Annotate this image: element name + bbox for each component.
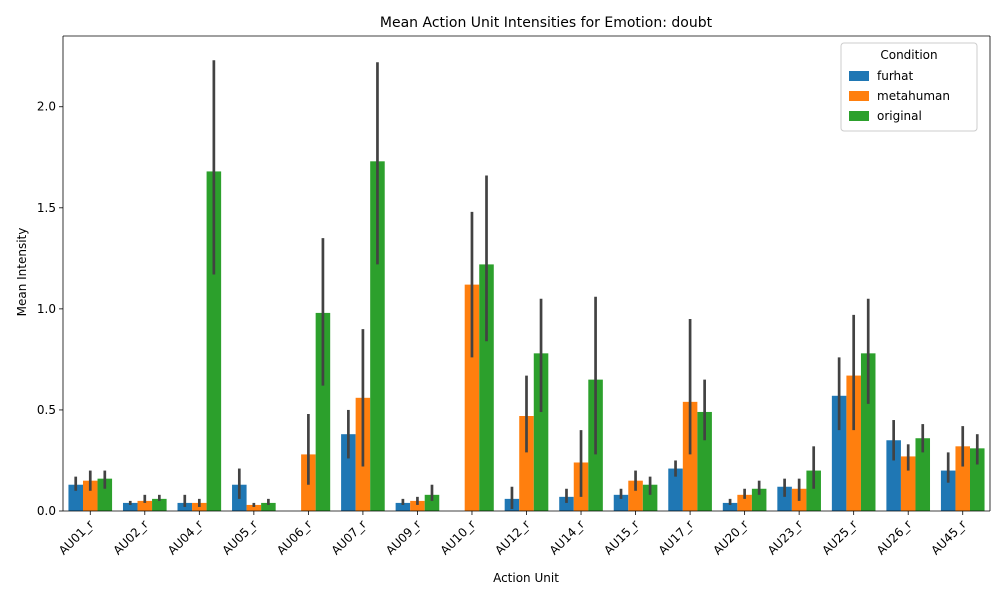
bars-layer	[68, 161, 985, 511]
bar	[668, 468, 683, 511]
x-tick-label: AU01_r	[56, 517, 96, 557]
y-axis-label: Mean Intensity	[15, 228, 29, 317]
x-axis-label: Action Unit	[493, 571, 559, 585]
bar	[722, 502, 738, 511]
y-tick-label: 0.5	[37, 403, 56, 417]
x-tick-label: AU05_r	[220, 517, 260, 557]
x-tick-label: AU17_r	[656, 517, 696, 557]
x-tick-label: AU26_r	[874, 517, 914, 557]
y-tick-label: 0.0	[37, 504, 56, 518]
y-tick-label: 1.0	[37, 302, 56, 316]
legend-swatch	[849, 111, 869, 121]
bar	[315, 312, 331, 511]
bar	[246, 504, 262, 511]
bar	[370, 161, 385, 511]
bar	[410, 500, 425, 511]
bar	[970, 448, 985, 511]
x-tick-label: AU06_r	[274, 517, 314, 557]
bar	[613, 494, 629, 511]
bar	[682, 401, 698, 511]
bar	[886, 440, 901, 511]
bar	[642, 484, 658, 511]
legend-label: original	[877, 109, 922, 123]
legend-title: Condition	[880, 48, 937, 62]
bar	[777, 486, 792, 511]
bar	[479, 264, 494, 511]
legend-label: metahuman	[877, 89, 950, 103]
error-bars-layer	[74, 60, 979, 509]
legend-swatch	[849, 71, 869, 81]
bar	[206, 171, 222, 511]
bar	[82, 480, 98, 511]
bar	[940, 470, 956, 511]
bar	[341, 434, 356, 511]
bar	[955, 446, 971, 511]
legend-label: furhat	[877, 69, 914, 83]
bar	[751, 488, 767, 511]
x-tick-label: AU07_r	[329, 517, 369, 557]
x-tick-label: AU15_r	[601, 517, 641, 557]
y-tick-label: 1.5	[37, 201, 56, 215]
bar	[900, 456, 916, 511]
x-tick-label: AU25_r	[819, 517, 859, 557]
bar	[806, 470, 821, 511]
bar	[533, 353, 549, 511]
bar	[137, 500, 153, 511]
bar	[122, 502, 138, 511]
x-tick-label: AU12_r	[492, 517, 532, 557]
x-tick-label: AU04_r	[165, 517, 205, 557]
chart-title: Mean Action Unit Intensities for Emotion…	[380, 15, 713, 31]
bar	[628, 480, 643, 511]
bar	[68, 484, 83, 511]
bar	[737, 494, 752, 511]
legend-swatch	[849, 91, 869, 101]
x-tick-label: AU09_r	[383, 517, 423, 557]
bar	[697, 411, 712, 511]
legend: Condition furhat metahuman original	[840, 42, 978, 132]
bar	[464, 284, 480, 511]
x-tick-label: AU10_r	[438, 517, 478, 557]
x-tick-label: AU14_r	[547, 517, 587, 557]
bar	[395, 502, 411, 511]
x-tick-label: AU02_r	[110, 517, 150, 557]
bar	[261, 502, 276, 511]
bar	[424, 494, 440, 511]
y-tick-label: 2.0	[37, 100, 56, 114]
legend-box	[840, 42, 978, 132]
bar	[846, 375, 861, 511]
bar	[97, 478, 113, 511]
bar	[519, 416, 534, 511]
bar	[152, 498, 167, 511]
bar	[915, 438, 931, 511]
x-tick-label: AU23_r	[765, 517, 805, 557]
bar	[559, 496, 574, 511]
bar	[831, 395, 847, 511]
bar	[860, 353, 876, 511]
x-tick-label: AU45_r	[928, 517, 968, 557]
x-tick-label: AU20_r	[710, 517, 750, 557]
legend-items: furhat metahuman original	[849, 69, 950, 123]
